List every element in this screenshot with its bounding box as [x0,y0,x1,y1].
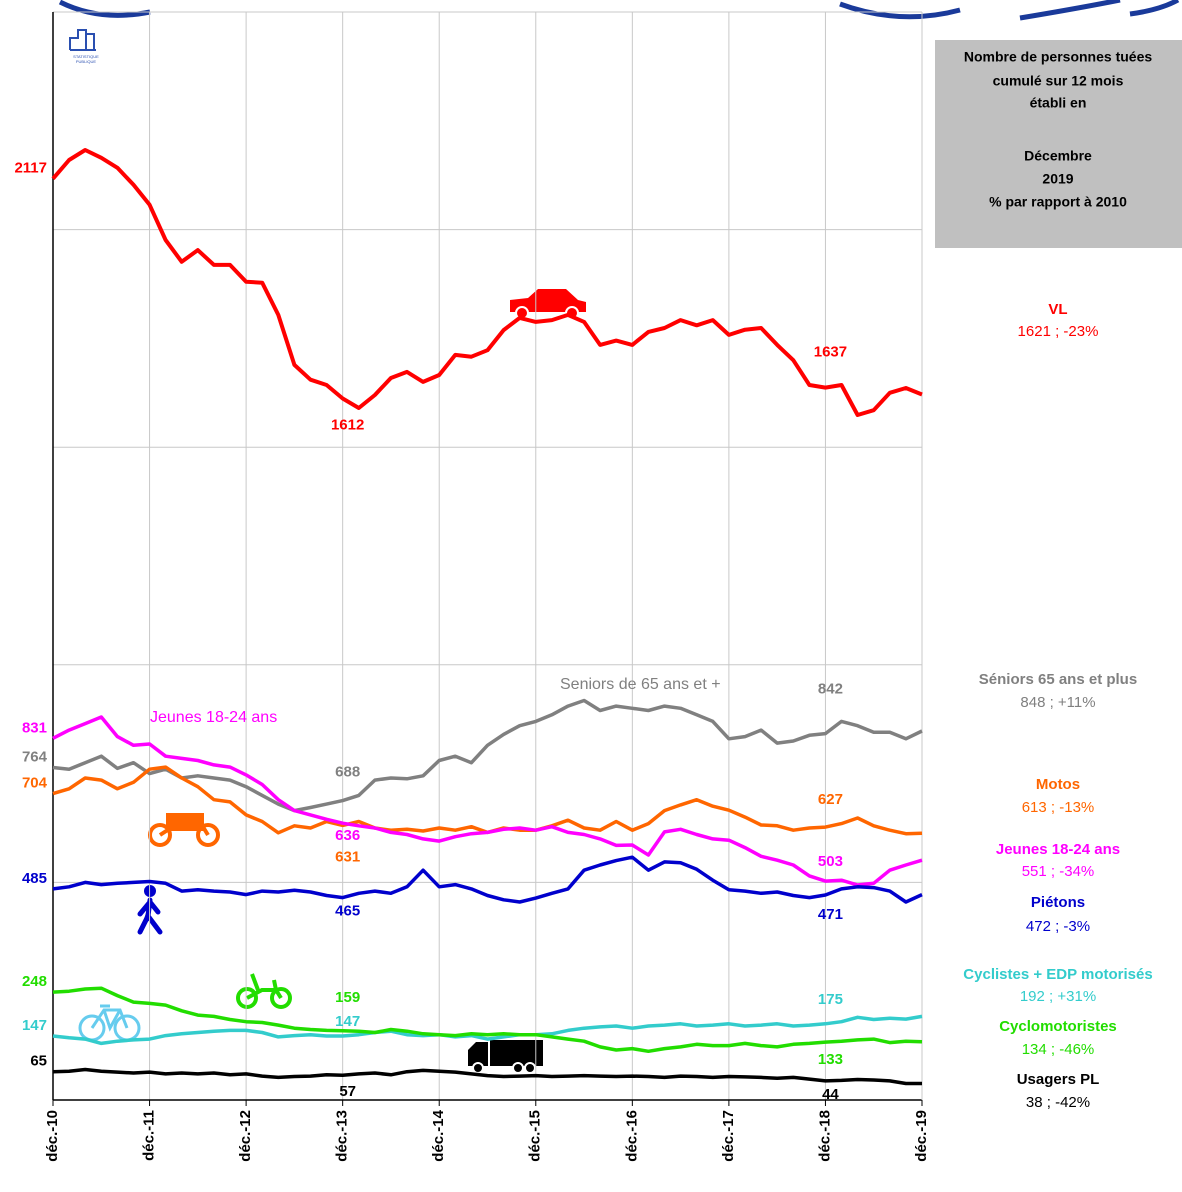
x-tick-label: déc.-10 [44,1110,61,1162]
data-label: 631 [335,848,360,865]
icon-bike [78,1004,141,1042]
decor-swoosh [58,0,151,18]
legend-summary: 472 ; -3% [1026,918,1090,935]
legend-label: Usagers PL [1017,1071,1100,1088]
x-tick-label: déc.-16 [623,1110,640,1162]
icon-moped [236,973,292,1009]
note-box [935,40,1182,248]
legend-label: Piétons [1031,894,1085,911]
data-label: 248 [22,973,47,990]
legend-summary: 613 ; -13% [1022,799,1095,816]
series-line [52,1067,922,1086]
x-tick-label: déc.-15 [527,1110,544,1162]
series-line [52,715,923,887]
series-line [52,1014,923,1046]
data-label: 133 [818,1051,843,1068]
data-label: 159 [335,989,360,1006]
legend-label: Séniors 65 ans et plus [979,671,1137,688]
data-label: 503 [818,853,843,870]
x-tick-label: déc.-13 [334,1110,351,1162]
legend-summary: 38 ; -42% [1026,1094,1090,1111]
x-tick-label: déc.-11 [141,1110,158,1161]
annotation: Seniors de 65 ans et + [560,676,721,693]
data-label: 65 [30,1053,47,1070]
data-label: 704 [22,775,48,792]
icon-truck [468,1040,543,1074]
data-label: 764 [22,748,48,765]
legend-label: VL [1048,301,1067,318]
x-tick-label: déc.-19 [913,1110,930,1162]
data-label: 627 [818,791,843,808]
decor-swoosh [839,0,1180,21]
series-line [52,698,923,813]
data-label: 636 [335,827,360,844]
series-line [52,986,923,1054]
data-label: 147 [22,1017,47,1034]
legend-summary: 551 ; -34% [1022,863,1095,880]
annotation: Jeunes 18-24 ans [150,709,277,726]
data-label: 831 [22,719,47,736]
data-label: 465 [335,903,360,920]
logo-text: PUBLIQUE [76,59,97,64]
data-label: 471 [818,906,843,923]
logo-text: STATISTIQUE [73,54,99,59]
x-tick-label: déc.-18 [816,1110,833,1162]
legend-label: Jeunes 18-24 ans [996,841,1120,858]
data-label: 175 [818,991,843,1008]
legend-summary: 192 ; +31% [1020,988,1096,1005]
note-text: % par rapport à 2010 [989,194,1127,210]
x-tick-label: déc.-14 [430,1109,447,1161]
logo [69,29,96,51]
data-label: 147 [335,1013,360,1030]
data-label: 57 [339,1083,356,1100]
data-label: 1637 [814,344,847,361]
note-text: Décembre [1024,148,1092,164]
legend-summary: 1621 ; -23% [1018,323,1099,340]
note-text: cumulé sur 12 mois [993,73,1124,89]
legend-summary: 134 ; -46% [1022,1041,1095,1058]
legend-label: Cyclistes + EDP motorisés [963,966,1152,983]
data-label: 688 [335,764,360,781]
series-line [52,855,923,904]
note-text: établi en [1030,95,1087,111]
data-label: 44 [822,1086,839,1103]
data-label: 1612 [331,416,364,433]
data-label: 842 [818,681,843,698]
icon-car [510,289,586,320]
note-text: Nombre de personnes tuées [964,49,1152,65]
note-text: 2019 [1042,171,1073,187]
data-label: 485 [22,870,47,887]
x-tick-label: déc.-17 [720,1110,737,1162]
x-tick-label: déc.-12 [237,1110,254,1162]
data-label: 2117 [14,160,47,177]
icon-moto [148,813,220,847]
legend-label: Cyclomotoristes [999,1018,1117,1035]
legend-summary: 848 ; +11% [1020,694,1095,711]
series-line [51,148,923,417]
legend-label: Motos [1036,776,1080,793]
